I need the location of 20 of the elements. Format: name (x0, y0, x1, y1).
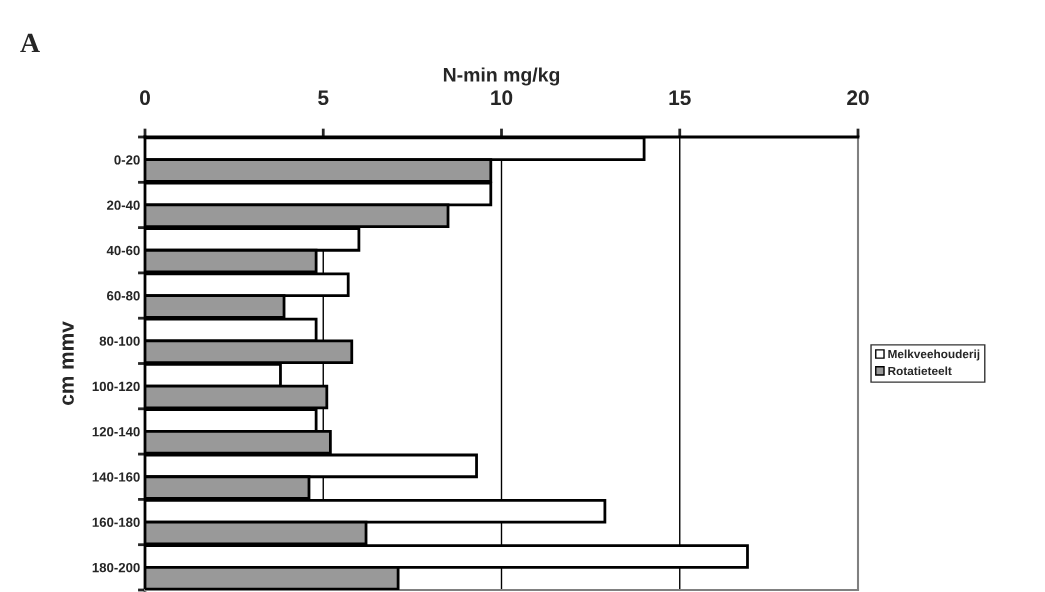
y-tick-label: 0-20 (114, 155, 140, 165)
y-tick-label: 100-120 (92, 381, 140, 392)
y-tick-label: 60-80 (107, 291, 140, 301)
text: A (20, 33, 40, 52)
x-tick-label: 10 (491, 90, 513, 106)
y-tick-label: 180-200 (92, 562, 140, 573)
x-axis-title: N-min mg/kg (443, 67, 560, 86)
y-tick-label: 140-160 (92, 472, 140, 482)
legend-label: Melkveehouderij (888, 349, 980, 361)
y-tick-label: 40-60 (106, 245, 140, 256)
x-tick-label: 0 (140, 90, 150, 106)
y-axis-title: cm mmv (62, 321, 74, 405)
y-tick-label: 120-140 (92, 427, 140, 437)
x-tick-label: 20 (847, 90, 869, 106)
y-tick-label: 160-180 (92, 517, 140, 527)
x-tick-label: 5 (318, 90, 329, 106)
x-tick-label: 15 (669, 90, 691, 106)
y-tick-label: 80-100 (99, 336, 140, 346)
legend-label: Rotatieteelt (888, 366, 952, 376)
y-tick-label: 20-40 (106, 200, 140, 210)
